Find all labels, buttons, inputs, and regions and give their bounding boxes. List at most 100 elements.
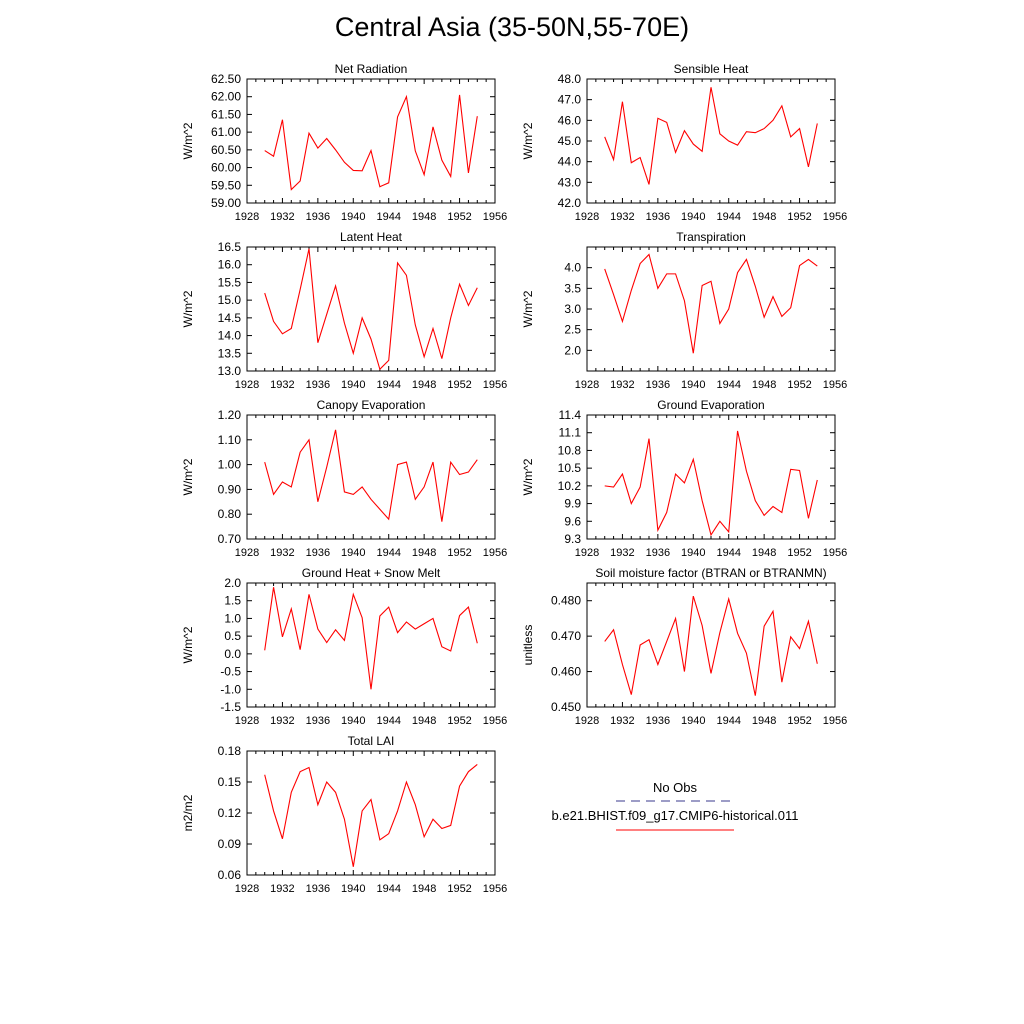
x-tick-label: 1932 [270, 211, 294, 223]
y-axis-label: unitless [521, 625, 535, 666]
x-tick-label: 1948 [412, 547, 436, 559]
x-tick-label: 1956 [483, 715, 507, 727]
x-tick-label: 1956 [483, 379, 507, 391]
y-tick-label: 62.50 [211, 72, 241, 86]
y-tick-label: 44.0 [558, 155, 582, 169]
x-tick-label: 1944 [376, 883, 400, 895]
x-tick-label: 1952 [787, 211, 811, 223]
y-tick-label: 0.06 [218, 868, 242, 882]
y-tick-label: 13.0 [218, 364, 242, 378]
x-tick-label: 1952 [787, 547, 811, 559]
y-axis-label: W/m^2 [181, 626, 195, 663]
y-axis-label: W/m^2 [181, 290, 195, 327]
x-tick-label: 1952 [447, 379, 471, 391]
y-tick-label: 0.470 [551, 629, 581, 643]
y-tick-label: 11.1 [559, 426, 582, 440]
x-tick-label: 1948 [752, 547, 776, 559]
panel-9: Total LAI 1928 1932 1936 1940 1944 1948 1952 195… [181, 734, 507, 895]
plot-frame [246, 78, 496, 204]
y-tick-label: 1.00 [218, 458, 242, 472]
y-tick-label: 2.0 [564, 343, 581, 357]
y-tick-label: 15.5 [218, 275, 242, 289]
x-tick-label: 1936 [646, 715, 670, 727]
y-tick-label: 0.09 [218, 837, 242, 851]
y-tick-label: 0.12 [218, 806, 242, 820]
y-tick-label: 0.15 [218, 775, 242, 789]
y-tick-label: 3.0 [564, 302, 581, 316]
y-tick-label: 16.0 [218, 258, 242, 272]
x-tick-label: 1936 [306, 211, 330, 223]
x-tick-label: 1928 [235, 883, 259, 895]
figure-title: Central Asia (35-50N,55-70E) [334, 12, 690, 42]
x-tick-label: 1928 [235, 379, 259, 391]
y-tick-label: 1.0 [224, 611, 241, 625]
panel-title: Ground Heat + Snow Melt [302, 566, 441, 580]
legend: No Obs b.e21.BHIST.f09_g17.CMIP6-historic… [552, 780, 798, 831]
y-tick-label: 0.18 [218, 744, 242, 758]
y-tick-label: 43.0 [558, 175, 582, 189]
x-tick-label: 1928 [575, 547, 599, 559]
series-line [264, 429, 478, 522]
y-tick-label: 0.70 [218, 532, 242, 546]
x-tick-label: 1928 [575, 211, 599, 223]
x-tick-label: 1940 [341, 715, 365, 727]
x-tick-label: 1948 [412, 211, 436, 223]
x-tick-label: 1940 [341, 379, 365, 391]
x-tick-label: 1944 [376, 547, 400, 559]
series-line [264, 248, 478, 371]
y-tick-label: 2.0 [224, 576, 241, 590]
y-tick-label: -0.5 [220, 665, 241, 679]
x-tick-label: 1928 [235, 211, 259, 223]
panel-title: Transpiration [676, 230, 746, 244]
panel-3: Latent Heat 1928 1932 1936 1940 1944 1948 1952 1… [181, 230, 507, 391]
y-tick-label: 45.0 [558, 134, 582, 148]
panel-5: Canopy Evaporation 1928 1932 1936 1940 1944 19… [181, 398, 507, 559]
x-tick-label: 1948 [412, 715, 436, 727]
y-tick-label: 13.5 [218, 346, 242, 360]
x-tick-label: 1928 [235, 547, 259, 559]
y-tick-label: 59.50 [211, 178, 241, 192]
x-tick-label: 1956 [823, 547, 847, 559]
x-tick-label: 1928 [235, 715, 259, 727]
plot-frame [246, 246, 496, 372]
x-tick-label: 1944 [716, 715, 740, 727]
x-tick-label: 1944 [716, 547, 740, 559]
plot-frame [246, 750, 496, 876]
y-tick-label: 60.00 [211, 161, 241, 175]
y-tick-label: 3.5 [564, 281, 581, 295]
panel-2: Sensible Heat 1928 1932 1936 1940 1944 1948 195… [521, 62, 847, 223]
x-tick-label: 1952 [787, 379, 811, 391]
y-tick-label: 15.0 [218, 293, 242, 307]
y-tick-label: 48.0 [558, 72, 582, 86]
panel-title: Net Radiation [335, 62, 408, 76]
series-line [604, 253, 818, 354]
y-tick-label: 0.480 [551, 594, 581, 608]
panel-title: Canopy Evaporation [317, 398, 426, 412]
plot-frame [586, 582, 836, 708]
panel-title: Sensible Heat [674, 62, 749, 76]
x-tick-label: 1956 [483, 547, 507, 559]
plot-frame [586, 78, 836, 204]
x-tick-label: 1956 [483, 883, 507, 895]
legend-obs-label: No Obs [653, 780, 698, 795]
x-tick-label: 1944 [716, 211, 740, 223]
x-tick-label: 1936 [646, 211, 670, 223]
y-tick-label: 0.80 [218, 507, 242, 521]
y-tick-label: 0.0 [224, 647, 241, 661]
y-axis-label: W/m^2 [521, 458, 535, 495]
plot-frame [586, 414, 836, 540]
x-tick-label: 1948 [412, 883, 436, 895]
panel-8: Soil moisture factor (BTRAN or BTRANMN) 1… [521, 566, 847, 727]
series-line [264, 764, 478, 867]
y-tick-label: 46.0 [558, 113, 582, 127]
y-tick-label: 14.5 [218, 311, 242, 325]
x-tick-label: 1952 [447, 715, 471, 727]
x-tick-label: 1940 [341, 547, 365, 559]
x-tick-label: 1936 [306, 547, 330, 559]
y-axis-label: W/m^2 [521, 122, 535, 159]
panel-title: Ground Evaporation [657, 398, 764, 412]
y-tick-label: 0.460 [551, 665, 581, 679]
y-tick-label: 9.3 [564, 532, 581, 546]
y-tick-label: 62.00 [211, 90, 241, 104]
